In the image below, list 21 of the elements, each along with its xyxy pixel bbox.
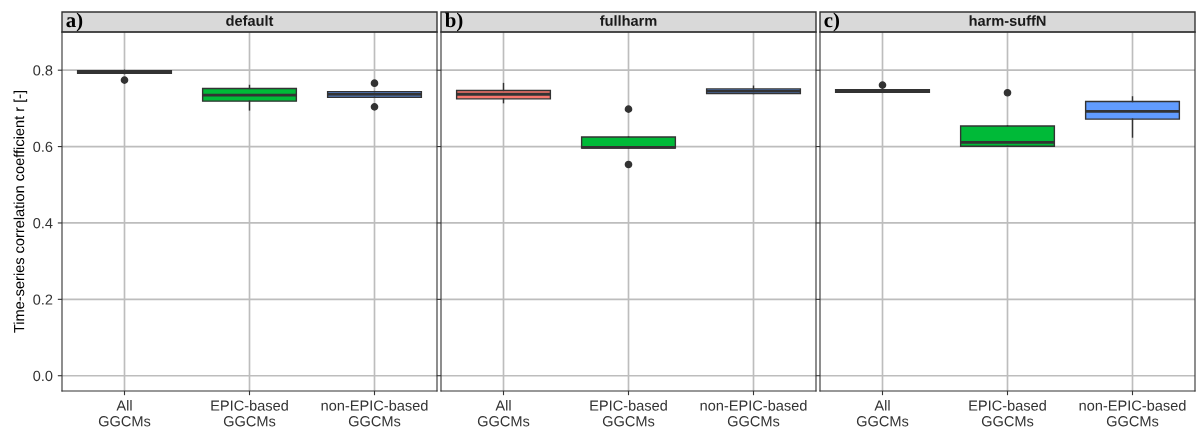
y-tick-label: 0.4 [33,218,53,229]
text: a) [66,12,83,32]
y-tick-label: 0.8 [33,65,53,76]
chart-title: default [226,15,274,26]
y-tick-label: 0.6 [33,141,53,152]
x-tick-label: EPIC-based GGCMs [590,400,667,427]
y-axis-title: Time-series correlation coefficient r [-] [13,90,28,333]
text: b) [445,12,463,32]
y-tick-label: 0.0 [33,370,53,382]
y-tick-label: 0.2 [33,294,53,305]
x-tick-label: EPIC-based GGCMs [211,400,288,427]
chart-title: harm-suffN [969,15,1046,26]
x-tick-label: All GGCMs [98,400,151,427]
x-tick-label: non-EPIC-based GGCMs [321,400,428,427]
x-tick-label: non-EPIC-based GGCMs [700,400,807,427]
x-tick-label: EPIC-based GGCMs [969,400,1046,427]
x-tick-label: All GGCMs [477,400,530,427]
chart-title: fullharm [599,15,657,26]
x-tick-label: non-EPIC-based GGCMs [1079,400,1186,427]
x-tick-label: All GGCMs [856,400,909,427]
text: c) [824,12,840,32]
